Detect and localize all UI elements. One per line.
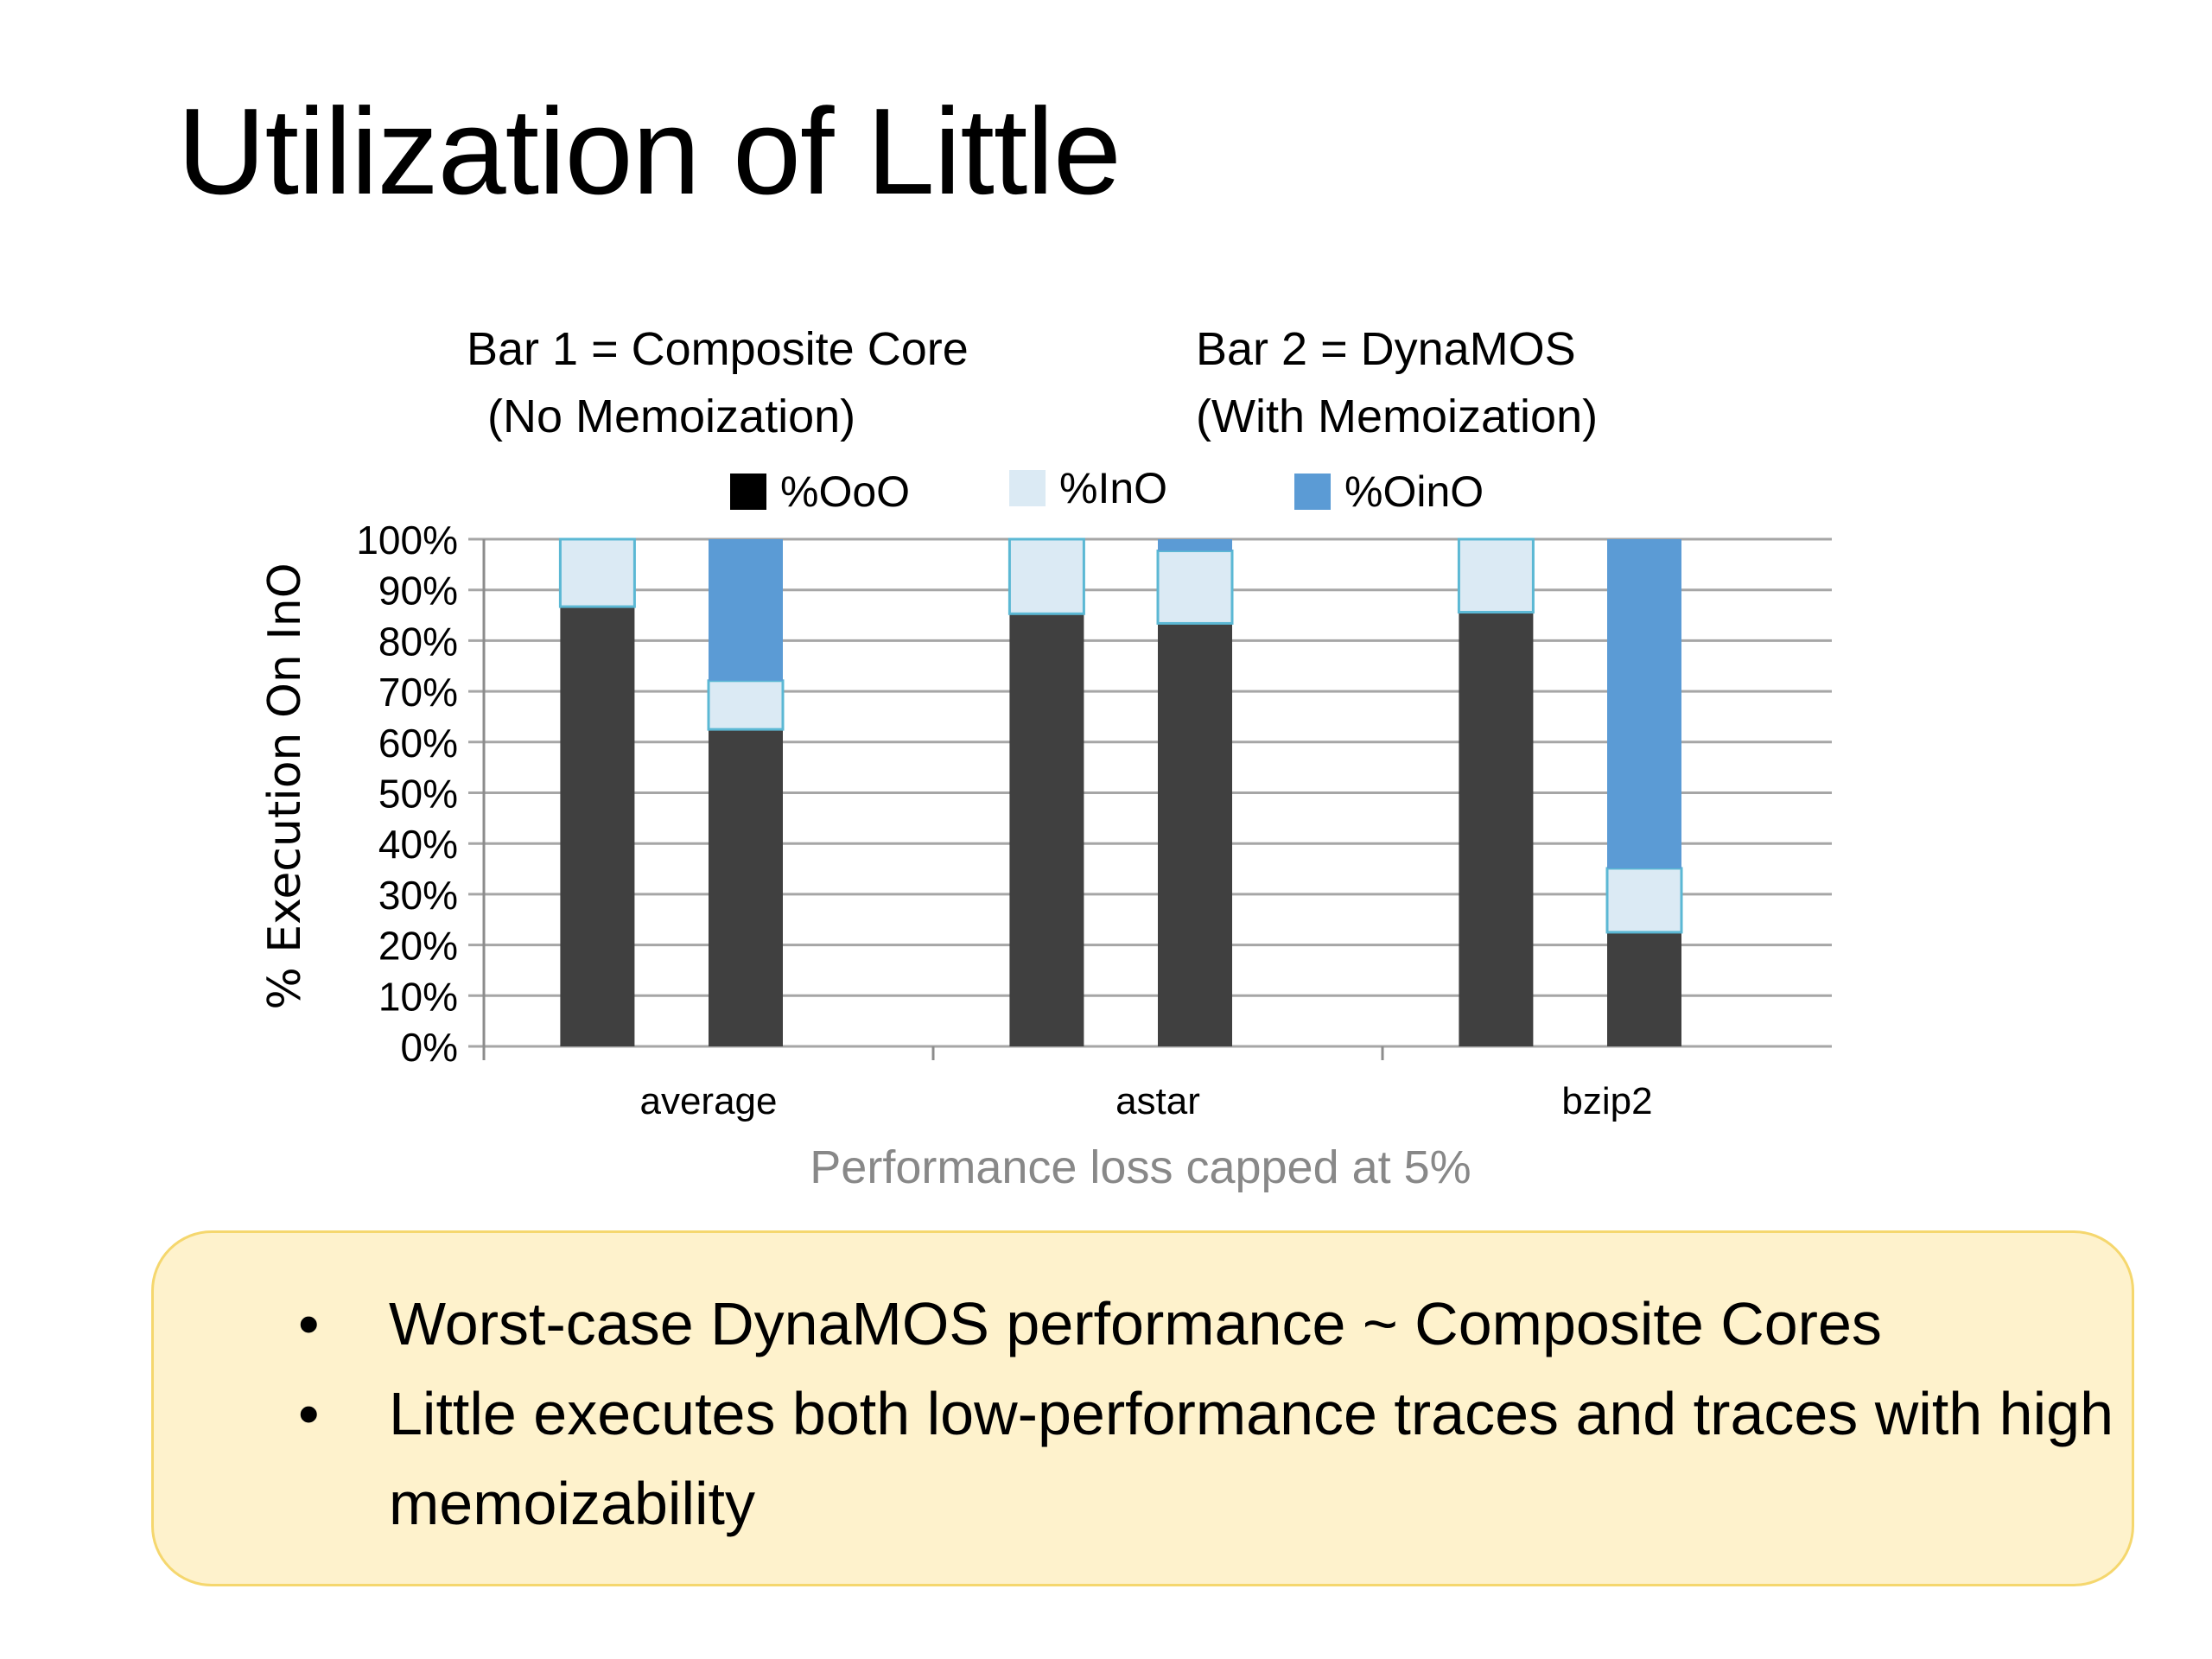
y-tick-label: 30% bbox=[378, 873, 458, 918]
legend-swatch-ooo bbox=[730, 474, 766, 510]
bar-segment-oino bbox=[1607, 539, 1681, 868]
y-tick-label: 60% bbox=[378, 721, 458, 766]
bullet-text: Little executes both low-performance tra… bbox=[389, 1380, 2114, 1537]
y-tick-label: 80% bbox=[378, 619, 458, 664]
bar-segment-ooo bbox=[1009, 613, 1084, 1046]
legend-item-ooo: %OoO bbox=[730, 467, 910, 517]
slide-title: Utilization of Little bbox=[177, 83, 1122, 220]
legend-label-ino: %InO bbox=[1059, 464, 1168, 512]
y-tick-label: 100% bbox=[356, 518, 458, 563]
bar2-annotation-line2: (With Memoization) bbox=[1196, 391, 1599, 442]
bar1-annotation-line2: (No Memoization) bbox=[487, 391, 856, 442]
legend-label-ooo: %OoO bbox=[780, 467, 911, 516]
bar-segment-ooo bbox=[709, 729, 783, 1046]
x-tick-label: astar bbox=[1116, 1080, 1200, 1122]
legend-label-oino: %OinO bbox=[1344, 467, 1484, 516]
bullet-icon: • bbox=[298, 1290, 320, 1357]
bullet-text: Worst-case DynaMOS performance ~ Composi… bbox=[389, 1290, 1882, 1357]
y-tick-label: 70% bbox=[378, 670, 458, 715]
y-tick-label: 40% bbox=[378, 822, 458, 867]
chart-legend: %OoO %InO %OinO bbox=[0, 464, 2212, 518]
y-tick-label: 10% bbox=[378, 974, 458, 1019]
x-tick-label: average bbox=[639, 1080, 777, 1122]
bar-segment-oino bbox=[1158, 539, 1232, 551]
y-axis-label: % Execution On InO bbox=[259, 563, 311, 1010]
bar1-annotation: Bar 1 = Composite Core (No Memoization) bbox=[467, 315, 969, 450]
y-tick-label: 50% bbox=[378, 772, 458, 817]
bar-segment-ooo bbox=[1158, 623, 1232, 1046]
bar1-annotation-line1: Bar 1 = Composite Core bbox=[467, 323, 969, 375]
bar2-annotation: Bar 2 = DynaMOS (With Memoization) bbox=[1196, 315, 1598, 450]
summary-bullets: • Worst-case DynaMOS performance ~ Compo… bbox=[298, 1279, 2169, 1548]
bar2-annotation-line1: Bar 2 = DynaMOS bbox=[1196, 323, 1576, 375]
bullet-icon: • bbox=[298, 1380, 320, 1447]
y-tick-label: 20% bbox=[378, 924, 458, 969]
bar-segment-ino bbox=[1156, 550, 1234, 625]
bar-segment-ino bbox=[1457, 537, 1535, 614]
legend-swatch-ino bbox=[1009, 470, 1046, 506]
y-tick-label: 0% bbox=[401, 1025, 458, 1070]
legend-item-oino: %OinO bbox=[1294, 467, 1484, 517]
y-tick-label: 90% bbox=[378, 569, 458, 613]
bar-segment-ino bbox=[1007, 537, 1085, 615]
legend-item-ino: %InO bbox=[1009, 463, 1167, 513]
bar-segment-ino bbox=[558, 537, 636, 608]
bullet-item: • Little executes both low-performance t… bbox=[298, 1369, 2169, 1548]
bar-segment-ino bbox=[1605, 867, 1683, 934]
bar-segment-ooo bbox=[1607, 931, 1681, 1046]
bar-segment-ooo bbox=[1459, 612, 1534, 1046]
bullet-item: • Worst-case DynaMOS performance ~ Compo… bbox=[298, 1279, 2169, 1369]
summary-callout-box bbox=[151, 1230, 2134, 1586]
x-tick-label: bzip2 bbox=[1561, 1080, 1652, 1122]
bar-segment-oino bbox=[709, 539, 783, 681]
bar-segment-ooo bbox=[560, 607, 635, 1046]
chart-subtitle: Performance loss capped at 5% bbox=[810, 1141, 1471, 1193]
legend-swatch-oino bbox=[1294, 474, 1331, 510]
bar-segment-ino bbox=[707, 679, 785, 731]
